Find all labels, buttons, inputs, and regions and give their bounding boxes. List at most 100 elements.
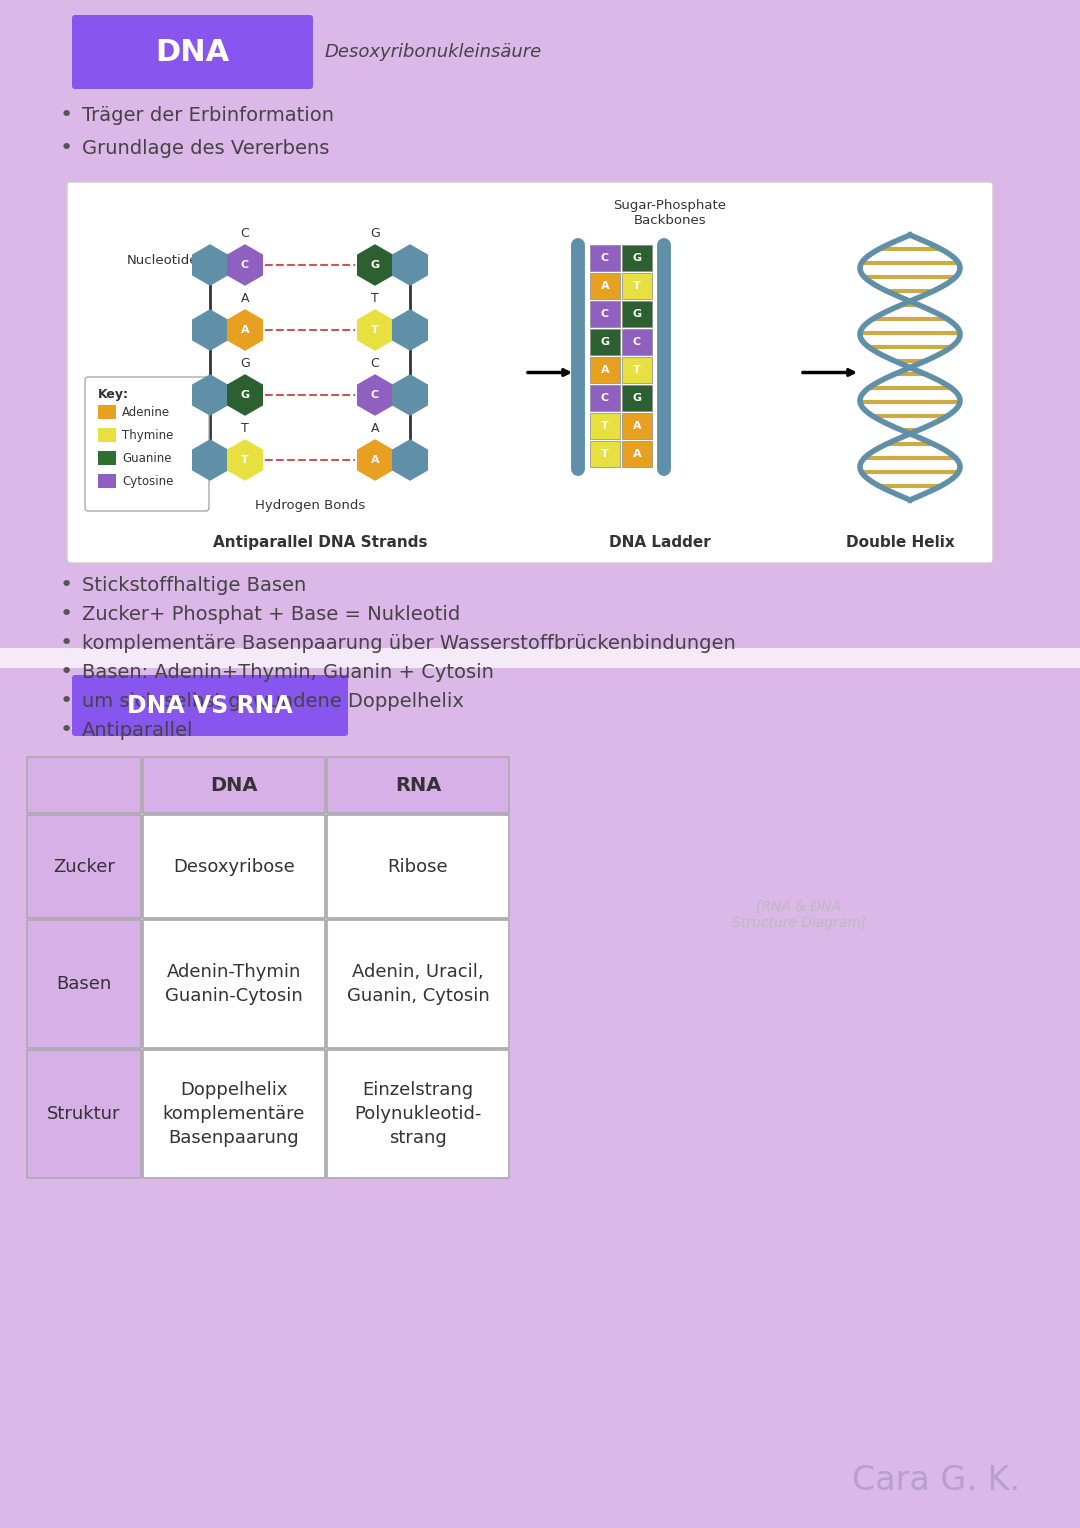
Text: Desoxyribonukleinsäure: Desoxyribonukleinsäure — [325, 43, 542, 61]
FancyBboxPatch shape — [72, 675, 348, 736]
FancyBboxPatch shape — [27, 756, 141, 813]
Polygon shape — [357, 374, 392, 416]
Text: C: C — [370, 356, 379, 370]
Text: T: T — [372, 325, 379, 335]
Text: Thymine: Thymine — [122, 428, 174, 442]
Text: Adenin, Uracil,
Guanin, Cytosin: Adenin, Uracil, Guanin, Cytosin — [347, 963, 489, 1005]
Text: Antiparallel DNA Strands: Antiparallel DNA Strands — [213, 535, 428, 550]
Text: C: C — [633, 338, 642, 347]
Text: DNA VS RNA: DNA VS RNA — [127, 694, 293, 718]
Text: G: G — [370, 260, 379, 270]
Text: A: A — [241, 325, 249, 335]
Bar — [590, 442, 620, 468]
Text: •: • — [60, 138, 73, 157]
FancyBboxPatch shape — [85, 377, 210, 510]
Text: Hydrogen Bonds: Hydrogen Bonds — [255, 498, 365, 512]
Text: Adenin-Thymin
Guanin-Cytosin: Adenin-Thymin Guanin-Cytosin — [165, 963, 302, 1005]
Text: Key:: Key: — [98, 388, 129, 400]
Polygon shape — [393, 310, 428, 350]
Polygon shape — [192, 440, 227, 480]
Bar — [622, 385, 652, 411]
Text: •: • — [60, 662, 73, 681]
Bar — [590, 385, 620, 411]
Bar — [98, 474, 116, 487]
Text: Adenine: Adenine — [122, 405, 171, 419]
Text: T: T — [241, 422, 248, 434]
Polygon shape — [393, 244, 428, 286]
FancyBboxPatch shape — [327, 920, 509, 1048]
Text: G: G — [633, 309, 642, 319]
Bar — [590, 358, 620, 384]
FancyBboxPatch shape — [143, 814, 325, 918]
Text: C: C — [600, 309, 609, 319]
Text: um sich selbst gewundene Doppelhelix: um sich selbst gewundene Doppelhelix — [82, 692, 464, 711]
Text: •: • — [60, 575, 73, 594]
Text: Desoxyribose: Desoxyribose — [173, 857, 295, 876]
Text: G: G — [241, 390, 249, 400]
Polygon shape — [393, 440, 428, 480]
Text: C: C — [241, 260, 249, 270]
Text: Ribose: Ribose — [388, 857, 448, 876]
Text: •: • — [60, 720, 73, 740]
Text: •: • — [60, 691, 73, 711]
Bar — [0, 648, 1080, 668]
FancyBboxPatch shape — [143, 756, 325, 813]
Text: A: A — [370, 422, 379, 434]
Polygon shape — [357, 244, 392, 286]
Text: Basen: Basen — [56, 975, 111, 993]
Text: Träger der Erbinformation: Träger der Erbinformation — [82, 105, 334, 124]
Text: T: T — [602, 449, 609, 458]
Bar — [98, 428, 116, 442]
Text: C: C — [600, 254, 609, 263]
FancyBboxPatch shape — [143, 920, 325, 1048]
FancyBboxPatch shape — [27, 920, 141, 1048]
Text: Stickstoffhaltige Basen: Stickstoffhaltige Basen — [82, 576, 307, 594]
FancyBboxPatch shape — [327, 814, 509, 918]
Bar — [622, 358, 652, 384]
Text: Einzelstrang
Polynukleotid-
strang: Einzelstrang Polynukleotid- strang — [354, 1082, 482, 1146]
Bar — [590, 274, 620, 299]
Bar — [98, 405, 116, 419]
Bar — [590, 413, 620, 439]
FancyBboxPatch shape — [27, 1050, 141, 1178]
Bar — [622, 301, 652, 327]
Bar — [590, 329, 620, 354]
FancyBboxPatch shape — [67, 182, 993, 562]
Text: DNA: DNA — [211, 776, 258, 795]
FancyBboxPatch shape — [72, 15, 313, 89]
Text: C: C — [370, 390, 379, 400]
FancyBboxPatch shape — [327, 756, 509, 813]
Polygon shape — [228, 440, 262, 480]
Text: Cara G. K.: Cara G. K. — [852, 1464, 1020, 1496]
Bar — [622, 442, 652, 468]
Bar — [622, 329, 652, 354]
Polygon shape — [393, 374, 428, 416]
Text: T: T — [241, 455, 248, 465]
Text: G: G — [370, 226, 380, 240]
Text: C: C — [600, 393, 609, 403]
Text: Sugar-Phosphate
Backbones: Sugar-Phosphate Backbones — [613, 199, 727, 228]
Text: RNA: RNA — [395, 776, 442, 795]
Text: Struktur: Struktur — [48, 1105, 121, 1123]
Text: A: A — [370, 455, 379, 465]
Text: Zucker+ Phosphat + Base = Nukleotid: Zucker+ Phosphat + Base = Nukleotid — [82, 605, 460, 623]
Text: C: C — [241, 226, 249, 240]
Text: •: • — [60, 604, 73, 623]
Text: T: T — [633, 281, 640, 290]
Text: G: G — [240, 356, 249, 370]
Text: G: G — [633, 254, 642, 263]
Polygon shape — [228, 310, 262, 350]
Polygon shape — [192, 244, 227, 286]
Text: T: T — [372, 292, 379, 304]
FancyBboxPatch shape — [143, 1050, 325, 1178]
Bar — [0, 660, 1080, 1528]
Text: Nucleotide: Nucleotide — [127, 254, 199, 266]
Text: Grundlage des Vererbens: Grundlage des Vererbens — [82, 139, 329, 157]
Text: DNA Ladder: DNA Ladder — [609, 535, 711, 550]
Text: Guanine: Guanine — [122, 451, 172, 465]
Text: A: A — [600, 281, 609, 290]
Bar — [590, 301, 620, 327]
Text: T: T — [602, 422, 609, 431]
Text: komplementäre Basenpaarung über Wasserstoffbrückenbindungen: komplementäre Basenpaarung über Wasserst… — [82, 634, 735, 652]
Text: A: A — [600, 365, 609, 374]
